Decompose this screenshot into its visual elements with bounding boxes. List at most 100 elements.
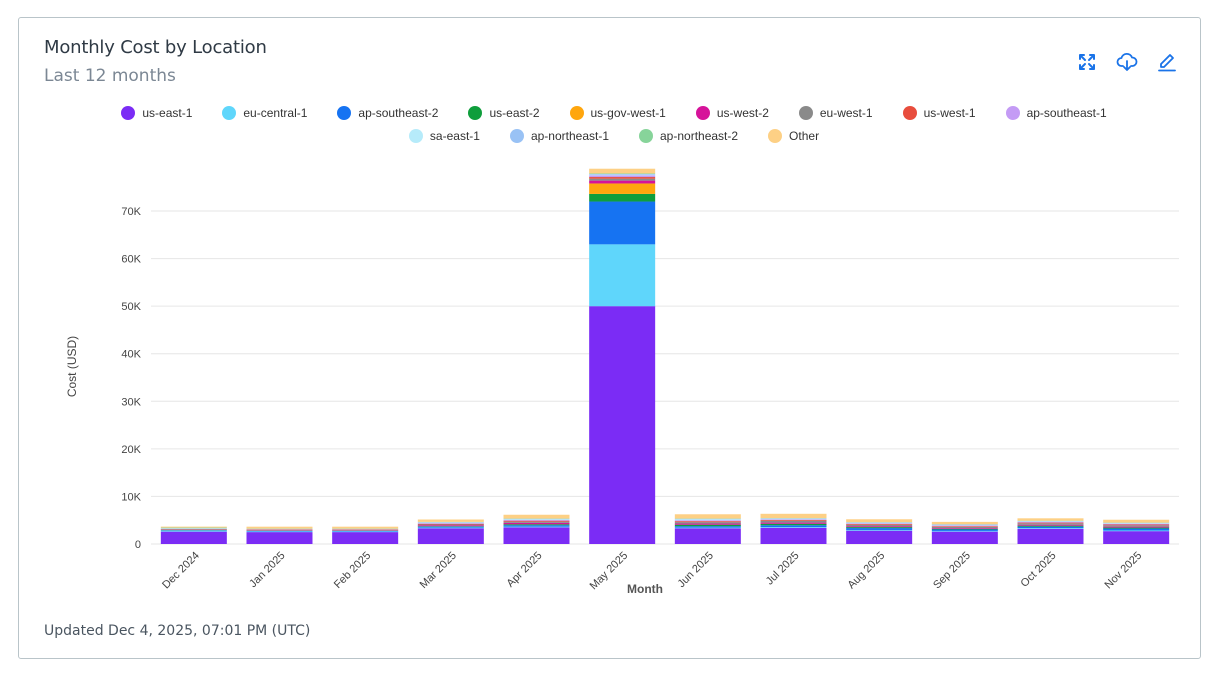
bar-segment[interactable] bbox=[674, 528, 741, 544]
legend-item[interactable]: sa-east-1 bbox=[408, 128, 480, 143]
bar-segment[interactable] bbox=[1017, 523, 1084, 525]
bar-segment[interactable] bbox=[931, 521, 998, 525]
bar-segment[interactable] bbox=[760, 527, 827, 528]
bar-segment[interactable] bbox=[674, 521, 741, 523]
legend-item[interactable]: us-east-2 bbox=[468, 105, 540, 120]
bar-segment[interactable] bbox=[760, 519, 827, 521]
bar-segment[interactable] bbox=[846, 527, 913, 529]
bar-segment[interactable] bbox=[417, 524, 484, 526]
bar-segment[interactable] bbox=[589, 178, 656, 181]
bar-segment[interactable] bbox=[417, 523, 484, 524]
bar-segment[interactable] bbox=[931, 530, 998, 532]
bar-segment[interactable] bbox=[589, 183, 656, 194]
bar-segment[interactable] bbox=[1017, 525, 1084, 527]
bar-segment[interactable] bbox=[160, 530, 227, 532]
bar-segment[interactable] bbox=[503, 519, 570, 520]
bar-segment[interactable] bbox=[674, 519, 741, 521]
legend-item[interactable]: us-west-2 bbox=[695, 105, 769, 120]
bar-segment[interactable] bbox=[1017, 524, 1084, 526]
bar-segment[interactable] bbox=[503, 521, 570, 523]
bar-segment[interactable] bbox=[417, 525, 484, 527]
bar-segment[interactable] bbox=[674, 523, 741, 525]
bar-segment[interactable] bbox=[1103, 530, 1170, 532]
bar-segment[interactable] bbox=[589, 193, 656, 202]
bar-segment[interactable] bbox=[760, 525, 827, 528]
bar-segment[interactable] bbox=[160, 531, 227, 544]
legend-item[interactable]: Other bbox=[768, 128, 819, 143]
bar-segment[interactable] bbox=[1017, 528, 1084, 529]
bar-segment[interactable] bbox=[1103, 528, 1170, 531]
bar-segment[interactable] bbox=[846, 524, 913, 525]
bar-segment[interactable] bbox=[846, 526, 913, 528]
bar-segment[interactable] bbox=[846, 530, 913, 544]
bar-segment[interactable] bbox=[417, 527, 484, 529]
bar-segment[interactable] bbox=[589, 174, 656, 176]
legend-item[interactable]: us-east-1 bbox=[121, 105, 192, 120]
bar-segment[interactable] bbox=[160, 527, 227, 529]
bar-segment[interactable] bbox=[931, 526, 998, 529]
bar-segment[interactable] bbox=[1017, 518, 1084, 521]
bar-segment[interactable] bbox=[846, 529, 913, 531]
bar-segment[interactable] bbox=[931, 528, 998, 529]
bar-segment[interactable] bbox=[246, 526, 313, 529]
bar-segment[interactable] bbox=[931, 528, 998, 530]
bar-segment[interactable] bbox=[1103, 524, 1170, 526]
bar-segment[interactable] bbox=[1017, 528, 1084, 544]
bar-segment[interactable] bbox=[674, 527, 741, 529]
legend-item[interactable]: ap-southeast-1 bbox=[1005, 105, 1107, 120]
bar-segment[interactable] bbox=[589, 180, 656, 184]
legend-item[interactable]: ap-northeast-1 bbox=[509, 128, 609, 143]
bar-segment[interactable] bbox=[1017, 521, 1084, 523]
bar-segment[interactable] bbox=[160, 526, 227, 528]
bar-segment[interactable] bbox=[674, 524, 741, 527]
bar-segment[interactable] bbox=[503, 514, 570, 519]
bar-segment[interactable] bbox=[417, 523, 484, 525]
bar-segment[interactable] bbox=[931, 529, 998, 531]
bar-segment[interactable] bbox=[1103, 523, 1170, 525]
bar-segment[interactable] bbox=[760, 523, 827, 526]
bar-segment[interactable] bbox=[1103, 527, 1170, 529]
bar-segment[interactable] bbox=[417, 526, 484, 528]
bar-segment[interactable] bbox=[846, 528, 913, 530]
bar-segment[interactable] bbox=[931, 531, 998, 544]
bar-segment[interactable] bbox=[846, 523, 913, 525]
bar-segment[interactable] bbox=[589, 173, 656, 175]
download-button[interactable] bbox=[1116, 51, 1138, 73]
bar-segment[interactable] bbox=[589, 244, 656, 307]
bar-segment[interactable] bbox=[931, 525, 998, 527]
bar-segment[interactable] bbox=[503, 520, 570, 522]
bar-segment[interactable] bbox=[846, 524, 913, 527]
legend-item[interactable]: eu-west-1 bbox=[798, 105, 873, 120]
bar-segment[interactable] bbox=[1103, 526, 1170, 528]
bar-segment[interactable] bbox=[1103, 525, 1170, 527]
bar-segment[interactable] bbox=[760, 513, 827, 519]
bar-segment[interactable] bbox=[417, 528, 484, 544]
legend-item[interactable]: ap-southeast-2 bbox=[337, 105, 438, 120]
bar-segment[interactable] bbox=[246, 532, 313, 544]
bar-segment[interactable] bbox=[1017, 526, 1084, 529]
bar-segment[interactable] bbox=[1017, 522, 1084, 524]
bar-segment[interactable] bbox=[332, 532, 399, 544]
legend-item[interactable]: us-west-1 bbox=[902, 105, 976, 120]
bar-segment[interactable] bbox=[246, 531, 313, 533]
bar-segment[interactable] bbox=[674, 520, 741, 522]
bar-segment[interactable] bbox=[760, 520, 827, 523]
edit-button[interactable] bbox=[1156, 51, 1178, 73]
bar-segment[interactable] bbox=[760, 527, 827, 544]
legend-item[interactable]: us-gov-west-1 bbox=[569, 105, 666, 120]
bar-segment[interactable] bbox=[589, 175, 656, 178]
bar-segment[interactable] bbox=[674, 526, 741, 528]
bar-segment[interactable] bbox=[332, 531, 399, 533]
bar-segment[interactable] bbox=[332, 526, 399, 529]
bar-segment[interactable] bbox=[503, 527, 570, 544]
legend-item[interactable]: ap-northeast-2 bbox=[639, 128, 738, 143]
bar-segment[interactable] bbox=[931, 526, 998, 527]
expand-button[interactable] bbox=[1076, 51, 1098, 73]
bar-segment[interactable] bbox=[1103, 531, 1170, 544]
bar-segment[interactable] bbox=[589, 201, 656, 245]
bar-segment[interactable] bbox=[674, 522, 741, 524]
bar-segment[interactable] bbox=[1103, 519, 1170, 523]
bar-segment[interactable] bbox=[760, 522, 827, 524]
bar-segment[interactable] bbox=[760, 519, 827, 520]
bar-segment[interactable] bbox=[674, 514, 741, 519]
